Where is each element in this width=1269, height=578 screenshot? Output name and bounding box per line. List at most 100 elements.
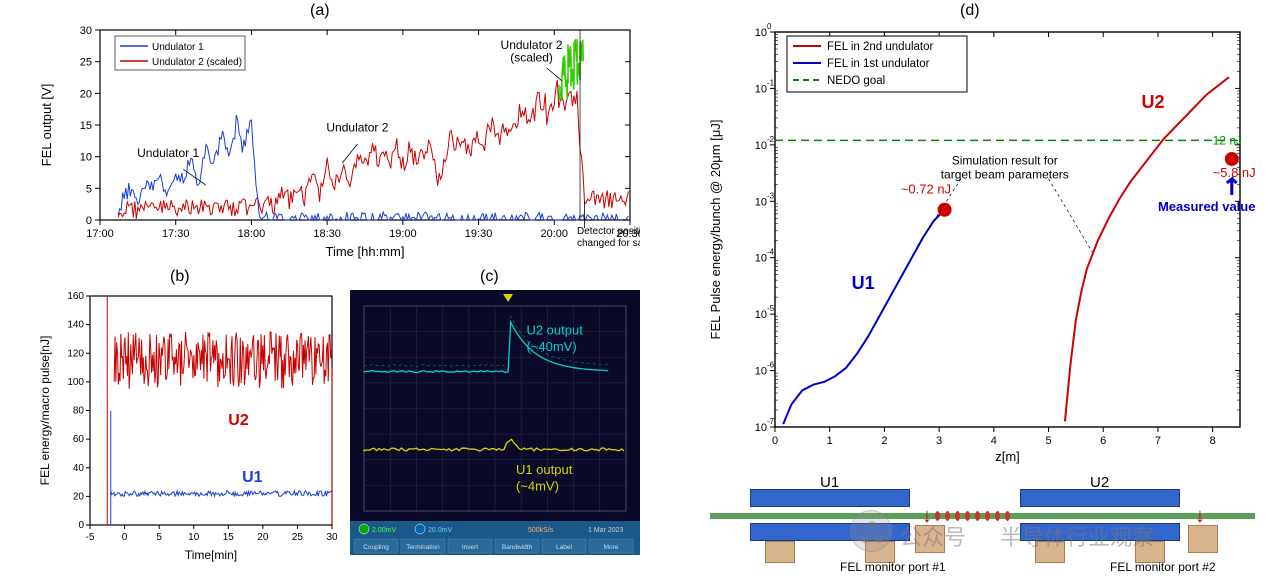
svg-text:-4: -4	[767, 248, 775, 257]
svg-text:5: 5	[86, 183, 92, 195]
svg-text:-1: -1	[767, 78, 775, 87]
svg-text:changed for saturation: changed for saturation	[577, 238, 640, 249]
svg-text:120: 120	[67, 348, 84, 359]
svg-text:10: 10	[188, 532, 200, 543]
svg-text:Label: Label	[556, 544, 572, 551]
diagram-u1-support-l	[765, 541, 795, 563]
svg-text:-2: -2	[767, 135, 775, 144]
svg-text:10: 10	[755, 140, 767, 152]
diagram-u1-top	[750, 489, 910, 507]
panel-a-label: (a)	[310, 2, 330, 20]
svg-text:15: 15	[223, 532, 235, 543]
svg-text:-5: -5	[767, 304, 775, 313]
svg-text:25: 25	[80, 57, 92, 69]
chart-a-svg: 05101520253017:0017:3018:0018:3019:0019:…	[35, 20, 640, 260]
svg-text:1: 1	[827, 435, 833, 447]
svg-text:8: 8	[1210, 435, 1216, 447]
svg-text:Time[min]: Time[min]	[185, 548, 237, 562]
svg-text:17:30: 17:30	[162, 228, 190, 240]
svg-text:20: 20	[80, 88, 92, 100]
svg-text:~5.8 nJ: ~5.8 nJ	[1213, 165, 1255, 180]
svg-text:10: 10	[755, 253, 767, 265]
svg-text:Bandwidth: Bandwidth	[502, 544, 533, 551]
svg-text:NEDO goal: NEDO goal	[827, 75, 885, 87]
svg-text:5: 5	[1045, 435, 1051, 447]
svg-text:15: 15	[80, 120, 92, 132]
svg-text:19:30: 19:30	[465, 228, 493, 240]
svg-text:U2: U2	[228, 412, 249, 429]
watermark-text1: 公众号	[900, 520, 966, 552]
svg-text:3: 3	[936, 435, 942, 447]
svg-text:80: 80	[73, 406, 85, 417]
diagram-port2-label: FEL monitor port #2	[1110, 560, 1216, 574]
svg-text:FEL in 2nd undulator: FEL in 2nd undulator	[827, 41, 934, 53]
watermark-text2: 半导体行业观察	[1000, 520, 1154, 552]
undulator-diagram: U1 ↓ U2 ↓ FEL monitor port #1 FEL monito…	[710, 475, 1255, 570]
svg-text:(~4mV): (~4mV)	[516, 479, 559, 494]
svg-text:20: 20	[73, 491, 85, 502]
svg-text:Undulator 1: Undulator 1	[137, 146, 199, 160]
svg-text:U2 output: U2 output	[526, 323, 583, 338]
diagram-port1-label: FEL monitor port #1	[840, 560, 946, 574]
svg-text:140: 140	[67, 320, 84, 331]
diagram-beamline	[710, 513, 1255, 519]
svg-text:100: 100	[67, 377, 84, 388]
svg-text:10: 10	[755, 366, 767, 378]
chart-b-svg: 020406080100120140160-5051015202530Time[…	[35, 288, 340, 563]
svg-text:FEL output [V]: FEL output [V]	[39, 84, 54, 167]
svg-text:5: 5	[156, 532, 162, 543]
svg-text:U1: U1	[852, 273, 875, 293]
svg-text:10: 10	[755, 196, 767, 208]
svg-text:60: 60	[73, 434, 85, 445]
svg-text:160: 160	[67, 291, 84, 302]
chart-c-svg: U2 output(~40mV) U1 output (~4mV) Coupling T…	[350, 290, 640, 555]
svg-text:U1: U1	[242, 469, 263, 486]
chart-d: 10-710-610-510-410-310-210-1100012345678…	[700, 20, 1255, 465]
svg-text:Termination: Termination	[406, 544, 440, 551]
svg-text:target beam parameters: target beam parameters	[941, 168, 1069, 182]
svg-text:6: 6	[1100, 435, 1106, 447]
svg-text:FEL energy/macro pulse[nJ]: FEL energy/macro pulse[nJ]	[38, 336, 52, 486]
svg-text:19:00: 19:00	[389, 228, 417, 240]
svg-text:17:00: 17:00	[86, 228, 114, 240]
svg-text:20:00: 20:00	[541, 228, 569, 240]
svg-text:~0.72 nJ: ~0.72 nJ	[901, 181, 951, 196]
svg-text:1 Mar 2023: 1 Mar 2023	[588, 527, 624, 534]
svg-text:Undulator 2 (scaled): Undulator 2 (scaled)	[152, 57, 242, 68]
svg-text:FEL in 1st undulator: FEL in 1st undulator	[827, 58, 930, 70]
svg-text:2: 2	[881, 435, 887, 447]
panel-b-label: (b)	[170, 268, 190, 286]
svg-text:10: 10	[755, 309, 767, 321]
svg-text:18:30: 18:30	[313, 228, 341, 240]
svg-text:~12 nJ: ~12 nJ	[1206, 133, 1242, 147]
svg-text:(~40mV): (~40mV)	[526, 339, 576, 354]
panel-c-label: (c)	[480, 268, 499, 286]
svg-text:0: 0	[122, 532, 128, 543]
svg-text:10: 10	[755, 27, 767, 39]
chart-a: 05101520253017:0017:3018:0018:3019:0019:…	[35, 20, 640, 260]
svg-text:10: 10	[755, 422, 767, 434]
chart-d-svg: 10-710-610-510-410-310-210-1100012345678…	[700, 20, 1255, 465]
svg-text:0: 0	[767, 22, 772, 31]
svg-text:-6: -6	[767, 361, 775, 370]
svg-text:Coupling: Coupling	[363, 544, 389, 551]
svg-text:500kS/s: 500kS/s	[528, 527, 554, 534]
svg-text:Undulator 2: Undulator 2	[326, 121, 388, 135]
svg-text:(scaled): (scaled)	[510, 51, 553, 65]
svg-text:18:00: 18:00	[238, 228, 266, 240]
svg-text:0: 0	[772, 435, 778, 447]
svg-text:Measured value: Measured value	[1158, 199, 1255, 214]
svg-text:z[m]: z[m]	[995, 449, 1020, 464]
chart-c-scope: U2 output(~40mV) U1 output (~4mV) Coupling T…	[350, 290, 640, 555]
svg-text:FEL Pulse energy/bunch @ 20μm: FEL Pulse energy/bunch @ 20μm [μJ]	[708, 120, 723, 340]
diagram-coil	[985, 511, 990, 521]
svg-text:20: 20	[257, 532, 269, 543]
svg-text:40: 40	[73, 463, 85, 474]
svg-text:4: 4	[991, 435, 997, 447]
svg-text:-5: -5	[86, 532, 95, 543]
svg-text:U1 output: U1 output	[516, 462, 573, 477]
svg-text:U2: U2	[1142, 92, 1165, 112]
svg-text:Simulation result for: Simulation result for	[952, 154, 1058, 168]
svg-text:Detector position: Detector position	[577, 226, 640, 237]
svg-text:30: 30	[326, 532, 338, 543]
